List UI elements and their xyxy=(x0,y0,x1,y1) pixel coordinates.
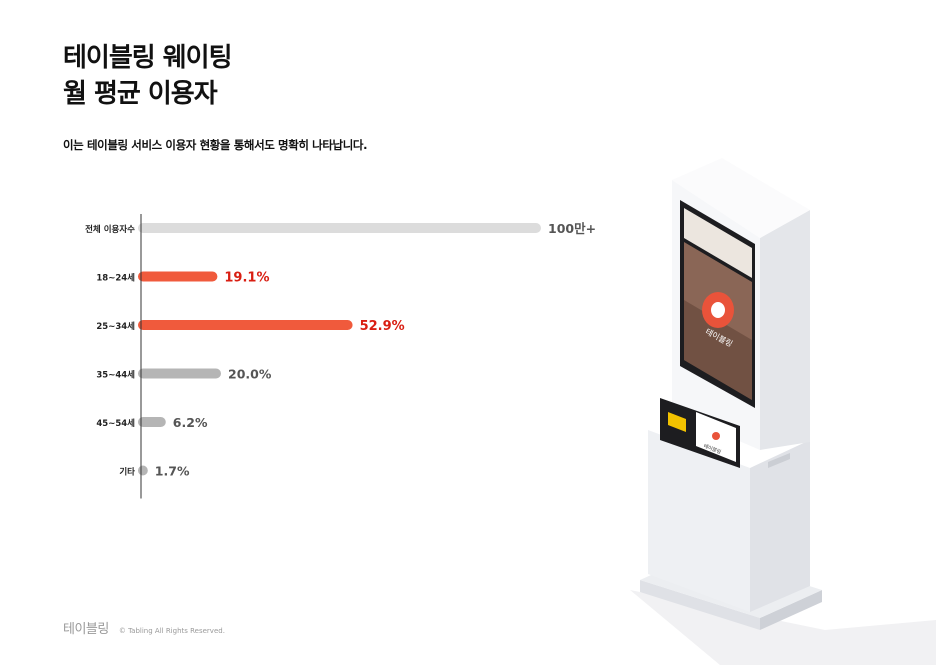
kiosk-pedestal-front xyxy=(648,430,750,612)
value-label: 19.1% xyxy=(224,271,269,286)
kiosk-illustration: 테이블링 테이블링 xyxy=(630,158,936,665)
kiosk-side-slot xyxy=(768,453,790,468)
bar xyxy=(138,271,218,282)
kiosk-ticket-badge xyxy=(668,412,686,432)
kiosk-base-side xyxy=(760,590,822,630)
value-label: 100만+ xyxy=(548,221,596,236)
title-line-1: 테이블링 웨이팅 xyxy=(63,43,232,73)
value-label: 1.7% xyxy=(155,464,190,479)
value-label: 20.0% xyxy=(228,367,272,382)
bar xyxy=(138,368,221,379)
page-subtitle: 이는 테이블링 서비스 이용자 현황을 통해서도 명확히 나타납니다. xyxy=(63,138,368,152)
kiosk-base-front xyxy=(640,580,760,630)
kiosk-tower-top xyxy=(672,158,810,238)
bar xyxy=(138,320,353,330)
category-label: 45~54세 xyxy=(96,418,135,429)
category-label: 18~24세 xyxy=(96,273,135,284)
value-label: 52.9% xyxy=(360,319,405,334)
footer-copyright: © Tabling All Rights Reserved. xyxy=(118,627,225,635)
bar xyxy=(138,223,541,233)
page-title: 테이블링 웨이팅 월 평균 이용자 xyxy=(63,40,232,112)
kiosk-ticket-logo-icon xyxy=(712,432,720,440)
bar xyxy=(138,417,166,427)
category-label: 전체 이용자수 xyxy=(85,224,135,235)
kiosk-screen-shade xyxy=(684,300,752,400)
kiosk-tower-side xyxy=(760,210,810,450)
kiosk-logo-inner-icon xyxy=(711,302,725,318)
category-label: 35~44세 xyxy=(96,370,135,381)
category-label: 기타 xyxy=(119,467,135,478)
kiosk-screen-menu xyxy=(684,208,752,278)
user-age-bar-chart: 전체 이용자수 100만+ 18~24세 19.1% 25~34세 52.9% 35~44세… xyxy=(85,214,596,499)
value-label: 6.2% xyxy=(173,415,208,430)
kiosk-pedestal-side xyxy=(750,440,810,612)
footer: 테이블링 © Tabling All Rights Reserved. xyxy=(63,618,225,637)
title-line-2: 월 평균 이용자 xyxy=(63,79,218,109)
category-label: 25~34세 xyxy=(96,321,135,332)
bar xyxy=(138,465,148,476)
footer-brand: 테이블링 xyxy=(63,622,109,637)
